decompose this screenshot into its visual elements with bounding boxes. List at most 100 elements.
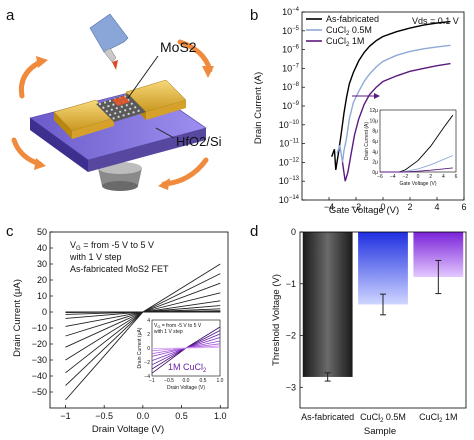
lattice-atom — [112, 117, 115, 120]
panel-b-inset-ytick-label: 8μ — [372, 129, 378, 135]
panel-c-ytick-label: 40 — [37, 243, 47, 253]
lattice-atom — [134, 106, 137, 109]
panel-b-ytick-label: 10−4 — [282, 7, 300, 17]
panel-c-inset-ytick-label: 2 — [147, 332, 150, 338]
lattice-atom — [120, 105, 123, 108]
panel-b-arrowhead — [374, 93, 380, 99]
lattice-atom — [127, 112, 130, 115]
panel-c-inset-annotation-2: with 1 V step — [154, 329, 183, 335]
lattice-atom — [122, 114, 125, 117]
panel-d-ytick-label: −2 — [286, 331, 296, 341]
panel-b-inset-xtick-label: −2 — [402, 174, 408, 180]
panel-a-letter: a — [6, 7, 15, 24]
panel-b-inset-series-2 — [380, 167, 453, 173]
panel-d-ytick-label: −1 — [286, 279, 296, 289]
lattice-atom — [129, 107, 132, 110]
panel-b-xlabel: Gate Voltage (V) — [329, 205, 399, 216]
panel-c-inset-label: 1M CuCl2​ — [168, 362, 207, 374]
panel-b-xtick-label: 4 — [434, 202, 439, 212]
lattice-atom — [98, 102, 102, 106]
panel-c-ytick-label: 30 — [37, 259, 47, 269]
lattice-atom — [130, 102, 133, 105]
dropper-icon — [89, 13, 129, 70]
panel-c-ytick-label: 0 — [42, 307, 47, 317]
panel-c-annotation-3: As-fabricated MoS2 FET — [70, 264, 169, 274]
panel-c-xtick-label: 1.0 — [214, 411, 227, 421]
panel-d-xlabel: Sample — [364, 426, 396, 437]
panel-b-ytick-label: 10−12 — [279, 157, 300, 167]
panel-b-inset-xtick-label: 6 — [455, 174, 458, 180]
lattice-atom — [102, 106, 105, 109]
lattice-atom — [132, 111, 135, 114]
panel-b-ytick-label: 10−8 — [282, 82, 300, 92]
panel-b-inset-xtick-label: 2 — [429, 174, 432, 180]
panel-a: a — [6, 7, 222, 191]
panel-d-bar — [302, 232, 353, 377]
panel-b-ytick-label: 10−6 — [282, 45, 300, 55]
panel-c-ytick-label: −50 — [32, 387, 47, 397]
panel-b-xtick-label: −4 — [324, 202, 334, 212]
panel-b-xtick-label: 6 — [461, 202, 466, 212]
panel-c-inset-ylabel: Drain Current (μA) — [137, 327, 143, 368]
panel-c-ytick-label: 20 — [37, 275, 47, 285]
lattice-atom — [109, 113, 112, 116]
lattice-atom — [108, 99, 112, 103]
panel-d-ylabel: Threshold Voltage (V) — [271, 274, 282, 366]
panel-b-inset-ytick-label: 0μ — [372, 170, 378, 176]
panel-b-ytick-label: 10−9 — [282, 101, 300, 111]
panel-c-ytick-label: 50 — [37, 227, 47, 237]
panel-d-ytick-label: −3 — [286, 382, 296, 392]
panel-c-inset-ytick-label: 0 — [147, 346, 150, 352]
panel-c-inset-xtick-label: −0.5 — [164, 378, 174, 384]
panel-b-series-1 — [336, 44, 451, 163]
panel-b-legend-label: CuCl2​ 1M — [326, 36, 364, 48]
panel-c-inset-ytick-label: 4 — [147, 318, 150, 324]
panel-b-inset-xtick-label: −4 — [390, 174, 396, 180]
panel-c-inset-xtick-label: 0.5 — [200, 378, 207, 384]
mos2-pointer — [127, 55, 159, 99]
panel-b-ytick-label: 10−7 — [282, 63, 300, 73]
panel-c-ytick-label: −40 — [32, 371, 47, 381]
panel-c-inset-ytick-label: −2 — [144, 360, 150, 366]
panel-b-xtick-label: 2 — [407, 202, 412, 212]
panel-b-xtick-label: −2 — [351, 202, 361, 212]
panel-b-ytick-label: 10−14 — [279, 195, 300, 205]
panel-b-inset-xlabel: Gate Voltage (V) — [400, 181, 437, 187]
panel-c-inset-xtick-label: −1 — [149, 378, 155, 384]
panel-b-ytick-label: 10−10 — [279, 120, 300, 130]
lattice-atom — [112, 103, 115, 106]
panel-b-inset-xtick-label: 4 — [442, 174, 445, 180]
lattice-atom — [105, 110, 108, 113]
hfo2-label: HfO2/Si — [176, 134, 222, 149]
lattice-atom — [107, 105, 110, 108]
panel-b-annotation: Vds = 0.1 V — [412, 16, 459, 26]
panel-b-series-2 — [341, 62, 451, 182]
panel-c-ytick-label: −10 — [32, 323, 47, 333]
panel-c: c Drain Current (μA) Drain Voltage (V) −… — [6, 223, 229, 435]
panel-c-inset-xlabel: Drain Voltage (V) — [167, 385, 205, 391]
lattice-atom — [137, 109, 140, 112]
panel-d-letter: d — [250, 223, 258, 240]
panel-c-xtick-label: −0.5 — [95, 411, 113, 421]
lattice-atom — [124, 109, 127, 112]
panel-b-inset-ytick-label: 6μ — [372, 139, 378, 145]
panel-b-ytick-label: 10−5 — [282, 26, 300, 36]
lattice-atom — [125, 104, 128, 107]
panel-d-category-label: CuCl2​ 0.5M — [360, 412, 406, 424]
panel-b-inset-ytick-label: 10μ — [370, 118, 379, 124]
arrow-heads — [34, 56, 214, 190]
panel-d-bar — [358, 232, 408, 305]
panel-c-frame — [49, 231, 229, 409]
panel-b-series-0 — [331, 20, 451, 171]
panel-b-legend-label: As-fabricated — [326, 14, 379, 24]
panel-b-ytick-label: 10−13 — [279, 176, 300, 186]
panel-c-xlabel: Drain Voltage (V) — [92, 424, 164, 435]
panel-b-inset-xtick-label: 0 — [417, 174, 420, 180]
panel-b-ytick-label: 10−11 — [279, 139, 299, 149]
panel-d-category-label: CuCl2​ 1M — [419, 412, 457, 424]
panel-c-annotation-1: VG = from -5 V to 5 V — [70, 240, 154, 252]
source-electrode — [53, 99, 115, 139]
panel-b-xtick-label: 0 — [380, 202, 385, 212]
panel-b-inset-ytick-label: 4μ — [372, 149, 378, 155]
mos2-channel — [96, 94, 146, 122]
